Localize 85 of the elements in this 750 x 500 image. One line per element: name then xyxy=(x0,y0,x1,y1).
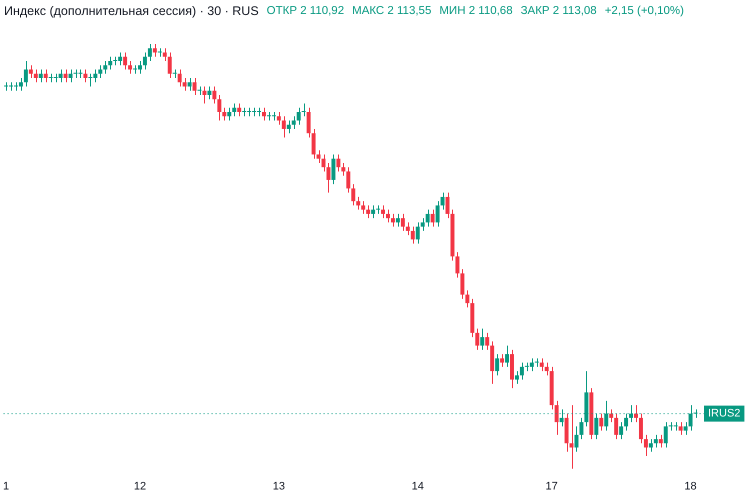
candlestick xyxy=(426,209,430,228)
text: МИН 2 110,68 xyxy=(439,5,513,17)
x-tick-label: 18 xyxy=(684,480,697,492)
candlestick xyxy=(430,209,435,228)
candlestick xyxy=(495,354,500,376)
candlestick xyxy=(336,154,340,172)
text: МАКС 2 113,55 xyxy=(352,5,432,17)
candlestick xyxy=(341,162,346,176)
candlestick xyxy=(366,204,370,219)
candlestick xyxy=(400,213,405,232)
candlestick xyxy=(644,434,648,457)
candlestick xyxy=(232,102,236,117)
candlestick xyxy=(152,44,157,58)
x-tick-label: 1 xyxy=(2,480,10,492)
candlestick xyxy=(331,154,336,185)
candlestick xyxy=(371,204,376,219)
candlestick xyxy=(276,111,281,126)
candlestick xyxy=(64,68,68,83)
candlestick xyxy=(480,328,484,350)
candlestick xyxy=(98,64,102,78)
candlestick xyxy=(465,290,470,308)
candlestick xyxy=(520,362,524,380)
candlestick xyxy=(505,345,510,368)
candlestick xyxy=(614,413,618,440)
x-tick-label: 14 xyxy=(412,480,424,492)
candlestick xyxy=(609,408,614,423)
candlestick xyxy=(217,94,222,121)
x-tick-label: 17 xyxy=(546,480,558,492)
candlestick xyxy=(222,107,226,121)
candlestick xyxy=(485,332,490,350)
candlestick xyxy=(286,120,291,134)
candlestick xyxy=(24,60,28,87)
candlestick xyxy=(108,56,112,70)
candlestick xyxy=(579,417,584,440)
candlestick xyxy=(475,328,480,350)
candlestick xyxy=(634,404,638,423)
candlestick xyxy=(262,107,266,121)
candlestick xyxy=(574,426,578,452)
candlestick xyxy=(658,434,663,448)
x-tick-label: 12 xyxy=(134,480,146,492)
candlestick xyxy=(351,184,356,206)
candlestick xyxy=(28,64,33,78)
candlestick xyxy=(123,52,128,70)
text: ОТКР 2 110,92 xyxy=(266,5,344,17)
text: ЗАКР 2 113,08 xyxy=(520,5,597,17)
candlestick xyxy=(638,413,643,444)
candlestick xyxy=(162,48,167,62)
candlestick xyxy=(500,354,504,368)
candlestick xyxy=(390,213,395,228)
candlestick xyxy=(455,252,460,278)
candlestick xyxy=(212,86,216,104)
candlestick xyxy=(188,77,192,92)
x-tick-label: 13 xyxy=(272,480,285,492)
candlestick xyxy=(406,222,410,236)
chart-title: Индекс (дополнительная сессия) · 30 · RUS xyxy=(4,4,259,18)
candlestick xyxy=(356,196,360,210)
candlestick xyxy=(361,200,366,214)
candlestick xyxy=(38,68,43,83)
candlestick xyxy=(282,116,286,138)
candlestick xyxy=(83,68,88,83)
candlestick xyxy=(654,434,658,448)
candlestick xyxy=(103,60,108,74)
candlestick xyxy=(648,438,653,452)
candlestick xyxy=(142,52,147,70)
text: +2,15 (+0,10%) xyxy=(604,5,684,17)
candlestick xyxy=(619,422,624,440)
candlestick xyxy=(34,68,38,83)
candlestick xyxy=(44,68,48,83)
candlestick xyxy=(237,102,242,117)
candlestick xyxy=(128,60,132,74)
candlestick xyxy=(599,413,604,432)
candlestick xyxy=(202,86,206,104)
candlestick xyxy=(410,226,415,244)
candlestick xyxy=(678,422,683,436)
candlestick xyxy=(192,77,197,96)
candlestick xyxy=(207,86,212,100)
candlestick xyxy=(346,166,350,194)
candlestick xyxy=(386,209,390,223)
candlestick xyxy=(460,268,464,300)
candlestick xyxy=(381,204,386,219)
candlestick xyxy=(396,213,400,228)
candlestick xyxy=(148,44,152,62)
candlestick xyxy=(570,404,574,470)
ref-line-label: IRUS2 xyxy=(708,408,740,420)
candlestick xyxy=(514,370,519,384)
